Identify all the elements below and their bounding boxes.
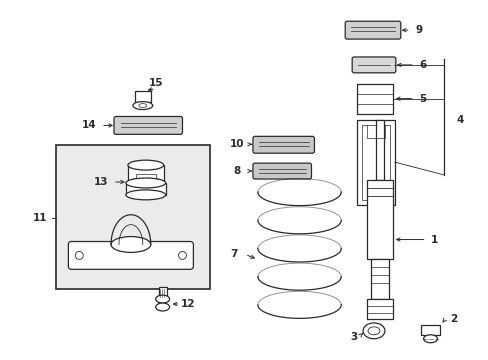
Bar	[375, 121, 383, 180]
Bar	[56, 145, 210, 289]
Ellipse shape	[128, 160, 163, 170]
Text: 2: 2	[449, 314, 456, 324]
Bar	[370, 260, 388, 299]
Bar	[135, 91, 150, 102]
Bar	[366, 180, 392, 260]
FancyBboxPatch shape	[252, 136, 314, 153]
Ellipse shape	[126, 190, 165, 200]
Text: 10: 10	[229, 139, 244, 149]
Bar	[420, 325, 440, 335]
Bar	[158, 287, 166, 299]
FancyBboxPatch shape	[68, 242, 193, 269]
Bar	[361, 125, 389, 200]
Ellipse shape	[423, 335, 437, 343]
Ellipse shape	[126, 178, 165, 188]
FancyBboxPatch shape	[351, 57, 395, 73]
Text: 5: 5	[418, 94, 426, 104]
Text: 14: 14	[81, 121, 96, 130]
Text: 8: 8	[233, 166, 240, 176]
Ellipse shape	[111, 237, 150, 252]
Text: 13: 13	[94, 177, 108, 187]
Ellipse shape	[133, 102, 152, 109]
Bar	[136, 174, 155, 184]
Bar	[128, 165, 163, 183]
Bar	[356, 84, 392, 113]
Text: 9: 9	[414, 25, 421, 35]
Text: 6: 6	[418, 60, 426, 70]
Text: 11: 11	[32, 213, 47, 223]
Ellipse shape	[128, 178, 163, 188]
Text: 12: 12	[181, 299, 195, 309]
Text: 1: 1	[430, 234, 437, 244]
FancyBboxPatch shape	[252, 163, 311, 179]
Bar	[126, 183, 165, 195]
Ellipse shape	[362, 323, 384, 339]
FancyBboxPatch shape	[345, 21, 400, 39]
Text: 15: 15	[148, 78, 163, 88]
Bar	[356, 121, 394, 205]
Ellipse shape	[155, 303, 169, 311]
Text: 7: 7	[230, 249, 237, 260]
Text: 4: 4	[456, 116, 463, 126]
Text: 3: 3	[350, 332, 357, 342]
Bar	[366, 299, 392, 319]
Ellipse shape	[155, 295, 169, 303]
FancyBboxPatch shape	[114, 117, 182, 134]
